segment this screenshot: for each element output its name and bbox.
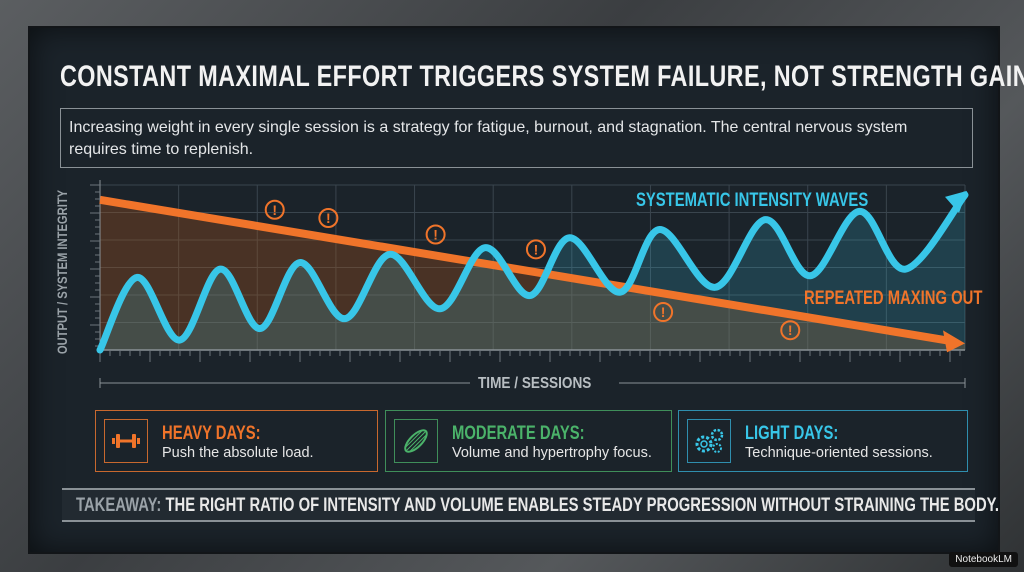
card-heavy-days: HEAVY DAYS: Push the absolute load. <box>95 410 378 472</box>
takeaway-bar: TAKEAWAY: THE RIGHT RATIO OF INTENSITY A… <box>62 488 999 522</box>
card-heading: HEAVY DAYS: <box>162 423 261 444</box>
series-label-waves: SYSTEMATIC INTENSITY WAVES <box>636 190 869 211</box>
card-moderate-days: MODERATE DAYS: Volume and hypertrophy fo… <box>385 410 672 472</box>
takeaway-text: TAKEAWAY: THE RIGHT RATIO OF INTENSITY A… <box>76 495 1000 516</box>
exclamation-mark: ! <box>272 202 277 218</box>
exclamation-mark: ! <box>788 322 793 338</box>
gears-icon <box>687 419 731 463</box>
exclamation-mark: ! <box>326 210 331 226</box>
card-text: Technique-oriented sessions. <box>745 445 933 461</box>
exclamation-mark: ! <box>433 227 438 243</box>
subtitle: Increasing weight in every single sessio… <box>69 119 908 158</box>
waves-arrowhead <box>945 190 967 213</box>
subtitle-box: Increasing weight in every single sessio… <box>60 108 973 168</box>
muscle-icon <box>394 419 438 463</box>
waves-line <box>96 191 969 354</box>
maxing-line <box>99 195 952 346</box>
page-title: CONSTANT MAXIMAL EFFORT TRIGGERS SYSTEM … <box>60 60 1024 93</box>
dumbbell-icon <box>104 419 148 463</box>
notebooklm-badge: NotebookLM <box>949 552 1018 567</box>
series-label-maxing: REPEATED MAXING OUT <box>804 288 983 309</box>
card-text: Volume and hypertrophy focus. <box>452 445 652 461</box>
card-heading: MODERATE DAYS: <box>452 423 585 444</box>
y-axis-label: OUTPUT / SYSTEM INTEGRITY <box>54 189 70 355</box>
exclamation-circle-icon <box>264 199 285 220</box>
exclamation-circle-icon <box>425 224 446 245</box>
card-text: Push the absolute load. <box>162 445 314 461</box>
card-light-days: LIGHT DAYS: Technique-oriented sessions. <box>678 410 968 472</box>
exclamation-circle-icon <box>653 302 674 323</box>
card-heading: LIGHT DAYS: <box>745 423 839 444</box>
exclamation-mark: ! <box>661 304 666 320</box>
x-axis-label: TIME / SESSIONS <box>470 375 620 393</box>
maxing-arrowhead <box>943 330 965 353</box>
infographic-panel <box>28 26 1000 554</box>
exclamation-circle-icon <box>318 208 339 228</box>
exclamation-mark: ! <box>534 241 539 257</box>
exclamation-circle-icon <box>525 239 546 260</box>
exclamation-circle-icon <box>780 320 801 341</box>
